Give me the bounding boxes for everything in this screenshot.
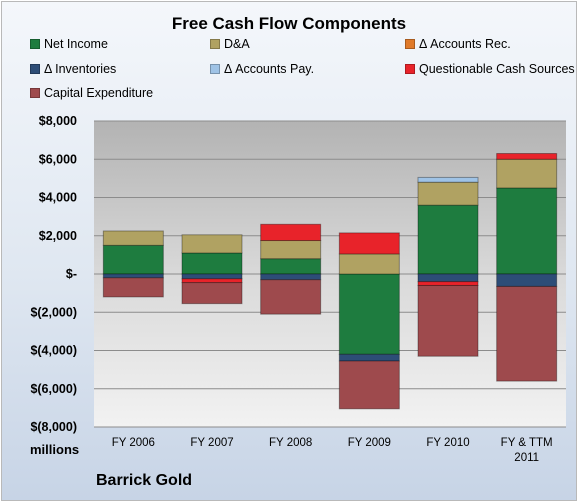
chart-title: Free Cash Flow Components <box>171 14 407 33</box>
bar-segment <box>260 223 322 242</box>
bar-segment <box>417 281 479 286</box>
bar-segment <box>338 273 400 355</box>
legend-item: Δ Inventories <box>30 62 116 76</box>
bar-segment <box>417 181 479 206</box>
x-tick-label: FY 2010 <box>426 437 469 449</box>
legend-swatch <box>210 64 220 74</box>
bar-segment <box>102 244 164 275</box>
legend-label: D&A <box>224 37 250 51</box>
bar-segment <box>181 278 243 284</box>
bar-segment <box>417 273 479 283</box>
x-tick-label: FY 2007 <box>190 437 233 449</box>
legend-swatch <box>210 39 220 49</box>
x-tick-label: FY & TTM <box>501 437 553 449</box>
bar-segment <box>496 187 558 275</box>
bar-segment <box>260 279 322 315</box>
bar-segment <box>181 252 243 275</box>
legend-label: Δ Accounts Pay. <box>224 62 315 76</box>
bar-segment <box>102 230 164 246</box>
legend-swatch <box>405 39 415 49</box>
x-tick-label: FY 2006 <box>112 437 155 449</box>
legend-label: Δ Inventories <box>44 62 117 76</box>
company-name-label: Barrick Gold <box>96 472 193 489</box>
legend-item: Net Income <box>30 37 108 51</box>
bar-segment <box>102 273 164 279</box>
bar-segment <box>338 360 400 410</box>
bar-segment <box>417 284 479 357</box>
y-tick-label: $(6,000) <box>30 382 77 396</box>
legend-item: Questionable Cash Sources <box>405 62 575 76</box>
bar-segment <box>417 204 479 275</box>
x-tick-label: FY 2008 <box>269 437 312 449</box>
bar-segment <box>338 353 400 362</box>
bar-segment <box>417 176 479 183</box>
bar-segment <box>496 158 558 189</box>
bar-segment <box>181 282 243 305</box>
y-axis-unit-label: millions <box>30 442 80 457</box>
x-tick-label: 2011 <box>514 452 539 464</box>
bar-segment <box>496 273 558 287</box>
legend-swatch <box>30 88 40 98</box>
bar-segment <box>260 240 322 260</box>
legend-item: Δ Accounts Pay. <box>210 62 314 76</box>
bar-segment <box>260 273 322 281</box>
bar-segment <box>338 232 400 255</box>
bar-segment <box>260 258 322 275</box>
y-tick-label: $2,000 <box>39 229 77 243</box>
legend-swatch <box>30 64 40 74</box>
legend-item: Capital Expenditure <box>30 86 153 100</box>
legend-item: Δ Accounts Rec. <box>405 37 511 51</box>
bar-segment <box>496 285 558 382</box>
legend-label: Capital Expenditure <box>44 86 154 100</box>
y-tick-label: $- <box>66 267 77 281</box>
y-tick-label: $4,000 <box>39 191 77 205</box>
bar-segment <box>496 153 558 160</box>
y-tick-label: $(8,000) <box>30 420 77 434</box>
bar-segment <box>102 277 164 298</box>
legend-label: Net Income <box>44 37 108 51</box>
bar-segment <box>181 273 243 280</box>
legend-swatch <box>405 64 415 74</box>
legend-swatch <box>30 39 40 49</box>
bar-segment <box>338 253 400 275</box>
bar-segment <box>181 234 243 254</box>
y-tick-label: $6,000 <box>39 152 77 166</box>
legend-label: Δ Accounts Rec. <box>419 37 511 51</box>
x-tick-label: FY 2009 <box>348 437 391 449</box>
legend-item: D&A <box>210 37 250 51</box>
y-tick-label: $(4,000) <box>30 344 77 358</box>
y-tick-label: $8,000 <box>39 114 77 128</box>
y-tick-label: $(2,000) <box>30 305 77 319</box>
legend-label: Questionable Cash Sources <box>419 62 575 76</box>
